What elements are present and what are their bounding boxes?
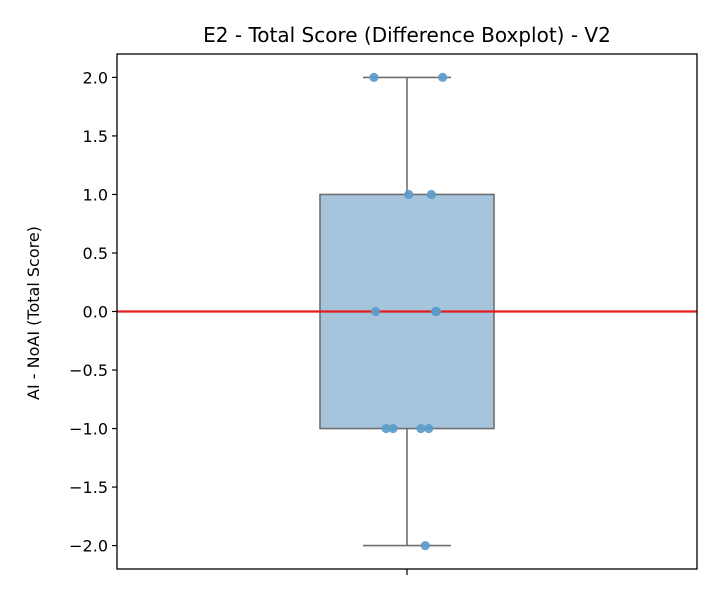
data-point — [431, 306, 442, 317]
y-tick-label: −2.0 — [69, 537, 108, 556]
data-point — [426, 189, 436, 200]
data-point — [371, 306, 381, 317]
data-point — [424, 423, 434, 434]
y-tick-label: 1.5 — [83, 127, 108, 146]
y-tick-label: −0.5 — [69, 361, 108, 380]
y-tick-label: 2.0 — [83, 68, 108, 87]
y-tick-label: 1.0 — [83, 185, 108, 204]
y-tick-label: −1.5 — [69, 478, 108, 497]
data-point — [369, 72, 379, 83]
data-point — [438, 72, 448, 83]
y-axis: 2.0 1.5 1.0 0.5 0.0 −0.5 −1.0 −1.5 −2.0 — [69, 68, 117, 556]
data-point — [404, 189, 414, 200]
y-tick-label: −1.0 — [69, 420, 108, 439]
chart-title: E2 - Total Score (Difference Boxplot) - … — [203, 23, 611, 47]
data-point — [416, 423, 426, 434]
y-tick-label: 0.0 — [83, 303, 108, 322]
data-point — [388, 423, 398, 434]
data-point — [381, 423, 391, 434]
y-tick-label: 0.5 — [83, 244, 108, 263]
y-axis-label: AI - NoAI (Total Score) — [24, 226, 43, 400]
plot-area — [117, 72, 697, 551]
data-point — [420, 540, 430, 551]
